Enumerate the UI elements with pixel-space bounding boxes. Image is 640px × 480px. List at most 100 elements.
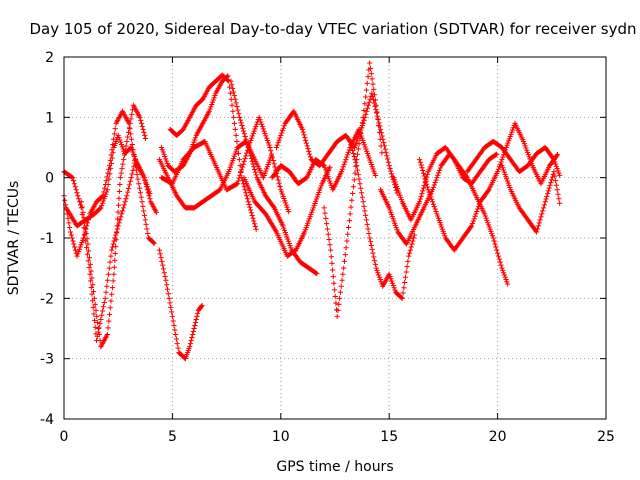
data-point <box>387 165 393 171</box>
data-point <box>331 280 337 286</box>
data-point <box>116 195 122 201</box>
data-point <box>132 156 138 162</box>
data-point <box>344 238 350 244</box>
data-point <box>337 295 343 301</box>
data-point <box>187 340 194 347</box>
data-point <box>375 116 381 122</box>
data-point <box>115 209 121 215</box>
data-point <box>553 163 560 169</box>
data-point <box>79 239 85 246</box>
data-point <box>268 148 274 154</box>
data-point <box>382 146 388 152</box>
data-point <box>367 65 374 71</box>
data-point <box>303 140 310 146</box>
data-point <box>403 269 409 275</box>
data-point <box>368 70 374 77</box>
data-point <box>76 196 82 202</box>
data-point <box>126 125 132 131</box>
data-point <box>552 173 558 179</box>
data-point <box>247 204 253 210</box>
data-point <box>99 200 106 206</box>
data-point <box>111 131 118 137</box>
data-point <box>557 172 563 179</box>
data-point <box>408 244 414 250</box>
data-point <box>260 126 266 132</box>
data-point <box>328 247 334 253</box>
data-point <box>62 197 68 203</box>
data-point <box>498 262 504 268</box>
data-point <box>406 253 412 259</box>
data-point <box>163 156 169 162</box>
data-point <box>88 284 94 291</box>
data-point <box>240 128 247 134</box>
data-point <box>498 159 504 165</box>
axis-ticks: 0 5 10 15 20 25 -4 -3 -2 -1 0 1 2 <box>40 50 615 445</box>
data-point <box>279 128 286 134</box>
data-point <box>402 274 409 280</box>
data-point <box>119 211 125 217</box>
data-point <box>114 216 121 222</box>
data-point <box>358 190 365 196</box>
data-point <box>554 152 561 158</box>
data-point <box>419 190 425 197</box>
data-point <box>347 211 353 217</box>
data-point <box>429 187 436 193</box>
data-point <box>556 196 562 202</box>
data-point <box>493 152 499 158</box>
data-point <box>72 184 78 190</box>
data-point <box>187 344 193 350</box>
data-point <box>239 164 246 170</box>
data-point <box>113 237 119 243</box>
data-point <box>127 120 133 126</box>
data-point <box>277 183 283 190</box>
data-point <box>365 102 371 108</box>
data-point <box>189 334 195 341</box>
data-point <box>78 205 84 211</box>
data-point <box>286 209 292 215</box>
data-point <box>348 141 354 148</box>
data-point <box>364 221 370 228</box>
data-point <box>373 102 379 108</box>
data-point <box>355 146 361 152</box>
data-point <box>73 187 79 193</box>
data-point <box>355 172 361 178</box>
data-point <box>108 166 114 172</box>
data-point <box>236 156 242 163</box>
data-point <box>437 165 443 171</box>
data-point <box>70 178 77 184</box>
data-point <box>103 189 110 195</box>
data-point <box>108 253 114 259</box>
data-point <box>128 175 134 181</box>
data-point <box>419 165 425 171</box>
data-point <box>376 123 382 129</box>
data-point <box>89 275 95 281</box>
data-point <box>299 126 306 132</box>
data-point <box>162 273 168 280</box>
data-point <box>98 316 104 323</box>
data-point <box>150 239 157 246</box>
data-point <box>236 175 242 181</box>
data-point <box>485 188 491 194</box>
data-point <box>272 164 278 170</box>
data-point <box>252 169 258 175</box>
data-point <box>164 282 170 288</box>
series-trace-d <box>78 102 149 350</box>
data-point <box>79 204 85 210</box>
data-point <box>275 140 281 146</box>
data-point <box>135 176 141 182</box>
data-point <box>263 133 269 139</box>
x-tick-label: 10 <box>272 429 290 445</box>
data-point <box>143 181 149 187</box>
data-point <box>364 80 370 86</box>
data-point <box>555 191 561 197</box>
data-point <box>328 254 334 260</box>
data-point <box>90 304 96 310</box>
data-point <box>386 163 392 169</box>
data-point <box>542 199 548 205</box>
data-point <box>420 188 426 194</box>
data-point <box>252 126 258 132</box>
data-point <box>248 155 255 162</box>
data-point <box>244 139 250 145</box>
data-point <box>230 108 236 114</box>
data-point <box>250 161 256 167</box>
